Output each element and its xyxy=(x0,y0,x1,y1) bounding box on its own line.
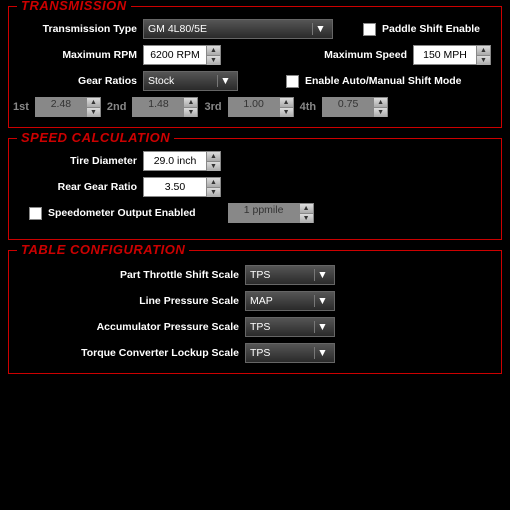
gear-2-spinner[interactable]: 1.48 ▲▼ xyxy=(132,97,198,117)
spinner-buttons[interactable]: ▲▼ xyxy=(279,98,293,116)
transmission-section: TRANSMISSION Transmission Type GM 4L80/5… xyxy=(8,6,502,128)
speedometer-spinner[interactable]: 1 ppmile ▲▼ xyxy=(228,203,314,223)
gear-1-value: 2.48 xyxy=(36,98,86,116)
max-rpm-label: Maximum RPM xyxy=(19,49,137,61)
gear-1-spinner[interactable]: 2.48 ▲▼ xyxy=(35,97,101,117)
max-rpm-spinner[interactable]: ▲▼ xyxy=(143,45,221,65)
gear-2-value: 1.48 xyxy=(133,98,183,116)
tire-diameter-label: Tire Diameter xyxy=(19,155,137,167)
auto-manual-checkbox[interactable] xyxy=(286,75,299,88)
chevron-down-icon: ▼ xyxy=(312,23,328,35)
speed-title: SPEED CALCULATION xyxy=(17,130,174,145)
spinner-buttons[interactable]: ▲▼ xyxy=(373,98,387,116)
part-throttle-label: Part Throttle Shift Scale xyxy=(49,269,239,281)
table-title: TABLE CONFIGURATION xyxy=(17,242,189,257)
chevron-down-icon: ▼ xyxy=(217,75,233,87)
tire-diameter-input[interactable] xyxy=(144,152,206,170)
line-pressure-value: MAP xyxy=(250,295,273,307)
gear-1-label: 1st xyxy=(13,101,29,113)
gear-2-label: 2nd xyxy=(107,101,127,113)
speedometer-value: 1 ppmile xyxy=(229,204,299,222)
transmission-type-value: GM 4L80/5E xyxy=(148,23,207,35)
gear-4-spinner[interactable]: 0.75 ▲▼ xyxy=(322,97,388,117)
spinner-buttons[interactable]: ▲▼ xyxy=(206,152,220,170)
paddle-shift-checkbox[interactable] xyxy=(363,23,376,36)
torque-converter-select[interactable]: TPS ▼ xyxy=(245,343,335,363)
gear-3-label: 3rd xyxy=(204,101,221,113)
spinner-buttons[interactable]: ▲▼ xyxy=(206,178,220,196)
part-throttle-select[interactable]: TPS ▼ xyxy=(245,265,335,285)
gear-4-value: 0.75 xyxy=(323,98,373,116)
chevron-down-icon: ▼ xyxy=(314,321,330,333)
part-throttle-value: TPS xyxy=(250,269,270,281)
transmission-type-select[interactable]: GM 4L80/5E ▼ xyxy=(143,19,333,39)
accumulator-value: TPS xyxy=(250,321,270,333)
gear-ratios-label: Gear Ratios xyxy=(19,75,137,87)
gear-3-spinner[interactable]: 1.00 ▲▼ xyxy=(228,97,294,117)
gear-3-value: 1.00 xyxy=(229,98,279,116)
torque-converter-value: TPS xyxy=(250,347,270,359)
rear-gear-spinner[interactable]: ▲▼ xyxy=(143,177,221,197)
spinner-buttons[interactable]: ▲▼ xyxy=(476,46,490,64)
max-rpm-input[interactable] xyxy=(144,46,206,64)
spinner-buttons[interactable]: ▲▼ xyxy=(206,46,220,64)
chevron-down-icon: ▼ xyxy=(314,347,330,359)
spinner-buttons[interactable]: ▲▼ xyxy=(299,204,313,222)
gear-ratios-value: Stock xyxy=(148,75,174,87)
max-speed-label: Maximum Speed xyxy=(324,49,407,61)
tire-diameter-spinner[interactable]: ▲▼ xyxy=(143,151,221,171)
speed-section: SPEED CALCULATION Tire Diameter ▲▼ Rear … xyxy=(8,138,502,240)
paddle-shift-label: Paddle Shift Enable xyxy=(382,23,480,35)
gear-ratios-select[interactable]: Stock ▼ xyxy=(143,71,238,91)
spinner-buttons[interactable]: ▲▼ xyxy=(183,98,197,116)
max-speed-spinner[interactable]: ▲▼ xyxy=(413,45,491,65)
auto-manual-label: Enable Auto/Manual Shift Mode xyxy=(305,75,462,87)
rear-gear-label: Rear Gear Ratio xyxy=(19,181,137,193)
gear-ratios-row: 1st 2.48 ▲▼ 2nd 1.48 ▲▼ 3rd 1.00 ▲▼ 4th … xyxy=(13,97,491,117)
line-pressure-label: Line Pressure Scale xyxy=(49,295,239,307)
speedometer-checkbox[interactable] xyxy=(29,207,42,220)
speedometer-label: Speedometer Output Enabled xyxy=(48,207,196,219)
accumulator-select[interactable]: TPS ▼ xyxy=(245,317,335,337)
rear-gear-input[interactable] xyxy=(144,178,206,196)
torque-converter-label: Torque Converter Lockup Scale xyxy=(49,347,239,359)
accumulator-label: Accumulator Pressure Scale xyxy=(49,321,239,333)
transmission-type-label: Transmission Type xyxy=(19,23,137,35)
line-pressure-select[interactable]: MAP ▼ xyxy=(245,291,335,311)
table-section: TABLE CONFIGURATION Part Throttle Shift … xyxy=(8,250,502,374)
spinner-buttons[interactable]: ▲▼ xyxy=(86,98,100,116)
chevron-down-icon: ▼ xyxy=(314,295,330,307)
gear-4-label: 4th xyxy=(300,101,317,113)
max-speed-input[interactable] xyxy=(414,46,476,64)
transmission-title: TRANSMISSION xyxy=(17,0,131,13)
chevron-down-icon: ▼ xyxy=(314,269,330,281)
